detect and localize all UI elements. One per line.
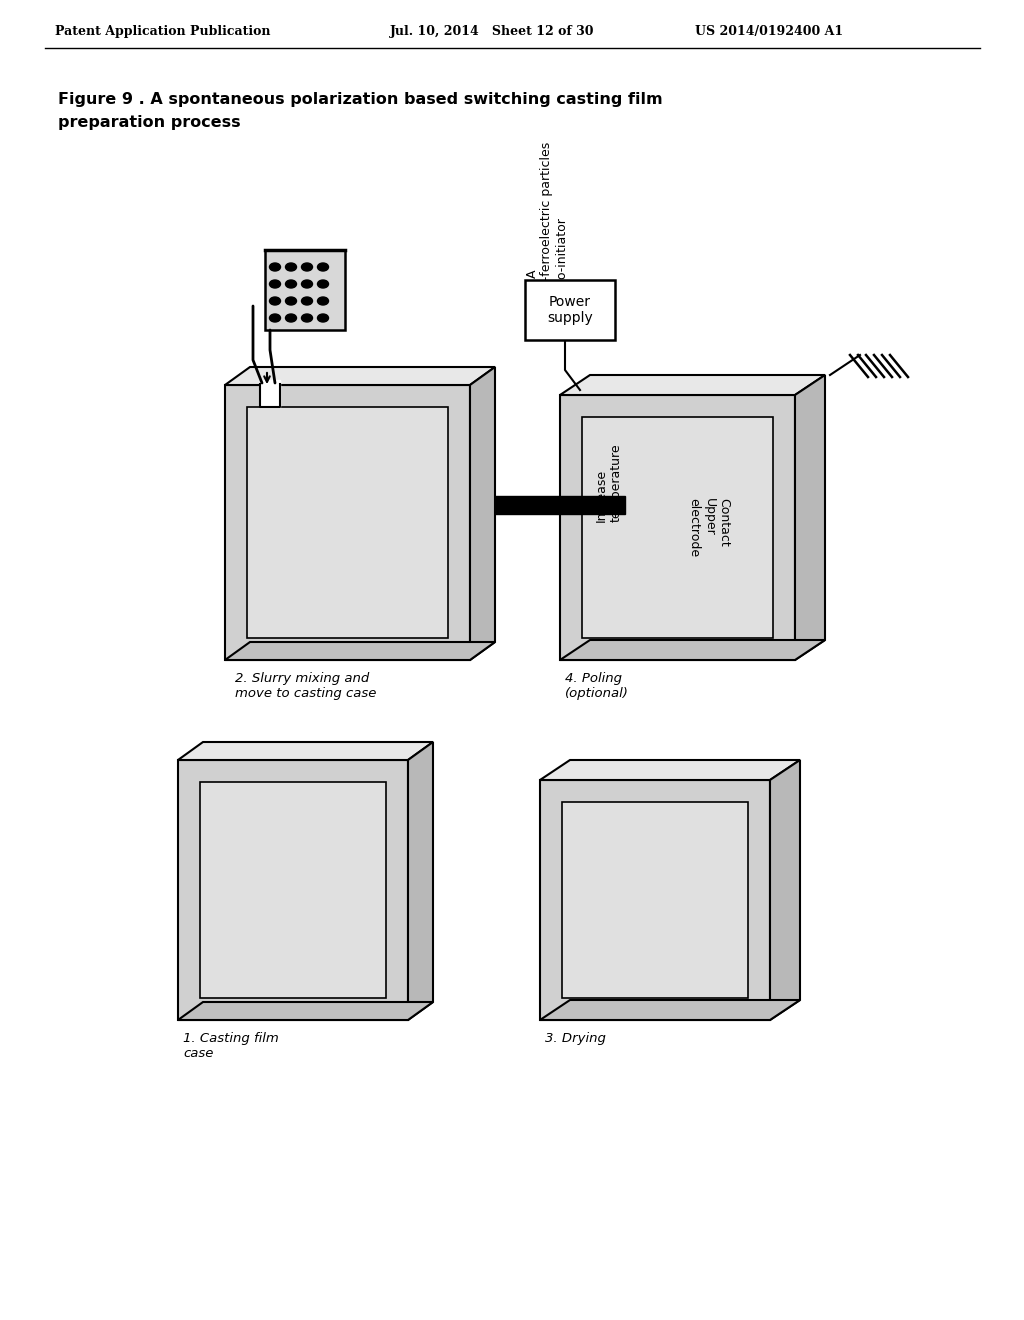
Ellipse shape	[301, 297, 312, 305]
Bar	[265, 249, 345, 330]
Ellipse shape	[301, 280, 312, 288]
Polygon shape	[795, 375, 825, 660]
Text: Patent Application Publication: Patent Application Publication	[55, 25, 270, 38]
Ellipse shape	[269, 280, 281, 288]
Ellipse shape	[317, 297, 329, 305]
Polygon shape	[560, 395, 795, 660]
Ellipse shape	[286, 297, 297, 305]
Text: preparation process: preparation process	[58, 115, 241, 129]
Text: Increase
temperature: Increase temperature	[595, 444, 623, 521]
Ellipse shape	[269, 297, 281, 305]
Text: Contact
Upper
electrode: Contact Upper electrode	[687, 498, 730, 557]
Text: 1. Casting film
case: 1. Casting film case	[183, 1032, 279, 1060]
Polygon shape	[560, 375, 825, 395]
Polygon shape	[582, 417, 773, 638]
Polygon shape	[770, 760, 800, 1020]
Ellipse shape	[317, 280, 329, 288]
Polygon shape	[540, 760, 800, 780]
Text: PMMA
Anti-ferroelectric particles
Photo-initiator: PMMA Anti-ferroelectric particles Photo-…	[525, 141, 568, 305]
Text: 4. Poling
(optional): 4. Poling (optional)	[565, 672, 629, 700]
Ellipse shape	[317, 314, 329, 322]
Ellipse shape	[286, 263, 297, 271]
Text: US 2014/0192400 A1: US 2014/0192400 A1	[695, 25, 843, 38]
Polygon shape	[247, 407, 449, 638]
Polygon shape	[200, 781, 386, 998]
Polygon shape	[178, 760, 408, 1020]
Polygon shape	[470, 367, 495, 660]
Text: Power
supply: Power supply	[547, 294, 593, 325]
Ellipse shape	[301, 314, 312, 322]
Text: Figure 9 . A spontaneous polarization based switching casting film: Figure 9 . A spontaneous polarization ba…	[58, 92, 663, 107]
Text: Jul. 10, 2014   Sheet 12 of 30: Jul. 10, 2014 Sheet 12 of 30	[390, 25, 595, 38]
Ellipse shape	[269, 314, 281, 322]
Ellipse shape	[286, 280, 297, 288]
Bar	[260, 380, 280, 407]
Polygon shape	[178, 1002, 433, 1020]
Polygon shape	[178, 742, 433, 760]
Polygon shape	[225, 367, 495, 385]
Ellipse shape	[317, 263, 329, 271]
Bar	[495, 496, 625, 515]
Polygon shape	[225, 385, 470, 660]
Ellipse shape	[301, 263, 312, 271]
Ellipse shape	[286, 314, 297, 322]
Polygon shape	[225, 642, 495, 660]
Polygon shape	[560, 640, 825, 660]
Polygon shape	[540, 1001, 800, 1020]
Text: 3. Drying: 3. Drying	[545, 1032, 606, 1045]
Ellipse shape	[269, 263, 281, 271]
Text: 2. Slurry mixing and
move to casting case: 2. Slurry mixing and move to casting cas…	[234, 672, 377, 700]
Polygon shape	[408, 742, 433, 1020]
FancyBboxPatch shape	[525, 280, 615, 341]
Polygon shape	[540, 780, 770, 1020]
Polygon shape	[562, 803, 748, 998]
